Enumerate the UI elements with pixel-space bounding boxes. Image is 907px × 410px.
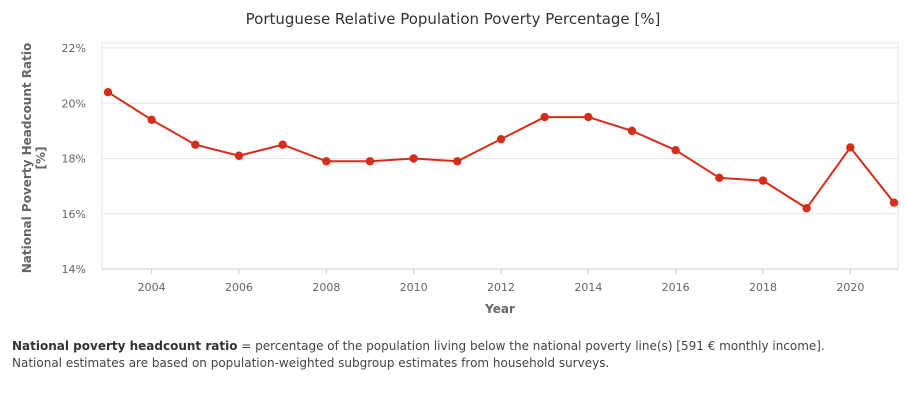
y-tick-label: 20% [62,97,86,110]
y-axis-title-line: National Poverty Headcount Ratio [20,43,34,273]
data-point [758,176,768,185]
y-tick-label: 16% [62,208,86,221]
data-point [540,112,549,122]
chart-title: Portuguese Relative Population Poverty P… [246,10,661,28]
footnote-definition: = percentage of the population living be… [237,339,825,353]
data-point [627,126,637,136]
data-point [496,134,506,144]
y-tick-label: 18% [62,153,86,166]
x-tick-label: 2004 [138,281,166,294]
poverty-line-chart: Portuguese Relative Population Poverty P… [20,10,899,316]
data-point [453,157,462,166]
data-point [802,204,811,213]
y-tick-label: 14% [62,263,86,276]
data-point [147,115,156,125]
x-tick-label: 2012 [487,281,515,294]
y-tick-label: 22% [62,42,86,55]
x-tick-label: 2008 [312,281,340,294]
x-tick-label: 2016 [662,281,690,294]
chart-svg: Portuguese Relative Population Poverty P… [20,10,899,316]
x-tick-label: 2018 [749,281,777,294]
data-point [584,112,593,122]
y-axis-title-line: [%] [34,147,48,170]
footnote-line-1: National poverty headcount ratio = perce… [12,338,892,355]
y-axis-title: National Poverty Headcount Ratio[%] [20,43,48,273]
footnote-term: National poverty headcount ratio [12,339,238,353]
data-point [409,154,418,163]
data-point [365,157,375,166]
data-point [322,157,331,166]
x-tick-label: 2014 [574,281,602,294]
x-tick-label: 2010 [400,281,428,294]
x-tick-label: 2020 [836,281,864,294]
data-point [846,143,855,152]
data-point [715,173,724,183]
data-point [103,88,113,97]
series-line [107,91,895,210]
x-axis-title: Year [484,302,515,316]
plot-frame [101,42,899,270]
data-point [234,151,244,160]
data-point [671,146,680,155]
x-tick-label: 2006 [225,281,253,294]
data-point [889,198,899,207]
footnote-line-2: National estimates are based on populati… [12,356,610,370]
footnote: National poverty headcount ratio = perce… [12,338,892,372]
data-point [191,140,200,149]
data-point [278,140,287,149]
